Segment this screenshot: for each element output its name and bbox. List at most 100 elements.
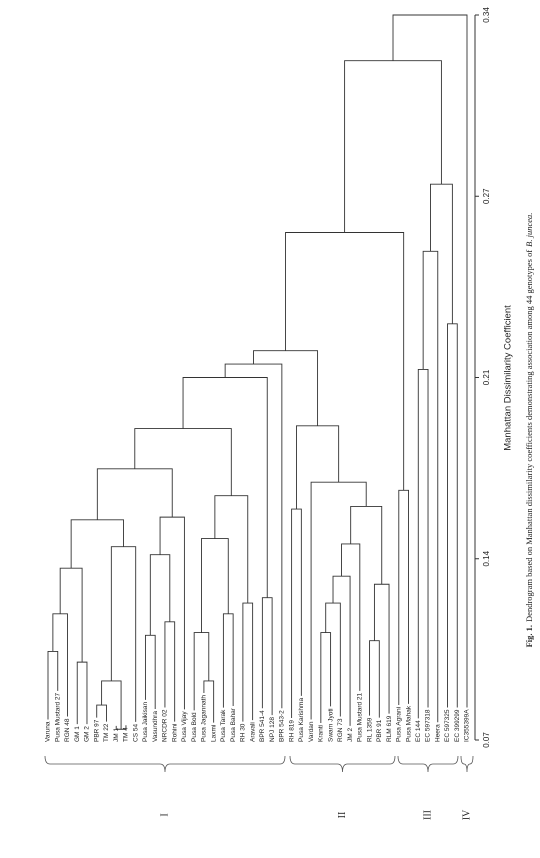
leaf-label: Aravali [249,722,256,742]
leaf-label: CS 54 [132,724,139,742]
branch [144,634,156,710]
leaf-label: BPR 541-4 [259,710,266,742]
branch [310,481,367,720]
branch [47,650,59,720]
group-label: IV [461,809,472,820]
branch [447,323,458,708]
leaf-label: NRCDR 02 [162,709,169,742]
leaf-label: Pusa Tarak [220,709,227,742]
leaf-label: Varuna [45,721,52,742]
leaf-label: Swarn Jyoti [327,708,334,742]
branch [149,554,171,636]
branch [285,232,405,491]
branch [296,425,340,510]
leaf-label: RH 819 [288,720,295,742]
leaf-label: Pusa Bahar [230,707,237,742]
branch [392,14,468,708]
branch [164,621,176,722]
branch [203,680,215,723]
caption-text: Dendrogram based on Manhattan dissimilar… [524,250,534,622]
leaf-label: TM 4 [123,727,130,742]
branch [373,583,390,714]
branch [332,575,351,726]
leaf-label: Kranti [318,725,325,742]
branch [110,546,137,722]
leaf-label: Vardan [308,721,315,742]
branch [291,508,302,718]
leaf-label: Pusa Mustard 27 [54,692,61,742]
leaf-label: NPJ 128 [269,717,276,742]
leaf-label: GM 1 [74,726,81,742]
leaf-label: TM 22 [103,723,110,742]
tick-label: 0.27 [482,188,491,204]
branch [159,516,185,710]
branch [325,602,341,717]
group-brace [460,755,474,773]
branch [253,350,319,426]
leaf-label: IC355399A [464,709,471,742]
leaf-label: Heera [434,724,441,742]
leaf-label: RLM 619 [386,715,393,742]
leaf-label: Pusa Bold [191,712,198,742]
group-brace [289,755,396,773]
leaf-label: RL 1359 [366,717,373,742]
leaf-label: PBR 91 [376,719,383,742]
branch [320,632,332,724]
leaf-label: RGN 73 [337,718,344,742]
leaf-label: BPR 543-2 [279,710,286,742]
branch [417,368,429,719]
branch [101,680,122,730]
branch [398,489,409,705]
tick-label: 0.14 [482,550,491,566]
leaf-label: Pusa Mahak [405,705,412,742]
leaf-label: Pusa Agrani [396,707,403,742]
leaf-label: RGN 48 [64,718,71,742]
branch [201,538,229,633]
branch [224,363,283,709]
branch [70,519,124,569]
branch [214,495,249,604]
leaf-label: EC 597325 [444,709,451,742]
leaf-label: Rohini [171,724,178,742]
branch [182,377,268,598]
branch [261,597,273,716]
caption-species: B. juncea. [524,213,534,247]
group-label: II [337,812,348,819]
leaf-label: RH 30 [240,723,247,742]
leaf-label: EC 597318 [425,709,432,742]
group-label: III [422,810,433,820]
branch [242,602,254,722]
tick-label: 0.34 [482,7,491,23]
branch [341,543,361,691]
branch [96,468,173,520]
leaf-label: EC 144 [415,720,422,742]
caption: Fig. 1. Dendrogram based on Manhattan dis… [524,213,534,648]
tick-label: 0.07 [482,732,491,748]
branch [422,250,439,723]
leaf-label: Pusa Mustard 21 [357,692,364,742]
branch [59,567,83,663]
group-label: I [159,813,170,816]
figure-label: Fig. 1. [524,625,534,647]
leaf-label: Pusa Karishma [298,698,305,742]
group-brace [44,755,286,773]
axis-title: Manhattan Dissimilarity Coefficient [503,305,514,451]
leaf-label: PBR 97 [93,719,100,742]
tick-label: 0.21 [482,369,491,385]
branch [350,505,383,585]
branch [430,183,453,324]
leaf-label: JM 2 [347,728,354,742]
branch [222,613,234,708]
leaf-label: Pusa Jaikisan [142,702,149,742]
leaf-label: Vasundhra [152,711,159,742]
branch [193,632,210,711]
leaf-label: EC 399299 [454,709,461,742]
leaf-label: Pusa Vijay [181,711,188,742]
group-brace [397,755,459,773]
branch [369,640,380,718]
branch [344,60,442,233]
leaf-label: GM 2 [84,726,91,742]
branch [76,661,88,725]
branch [96,704,107,722]
